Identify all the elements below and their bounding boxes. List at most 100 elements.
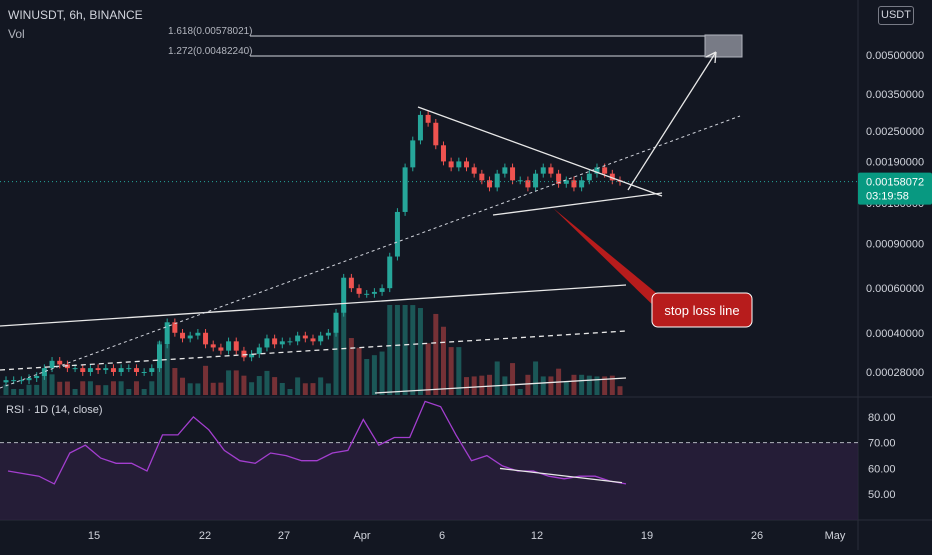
volume-bar — [348, 338, 354, 395]
triangle-upper-line — [417, 106, 663, 197]
candle-body — [272, 338, 278, 345]
volume-bar — [287, 389, 293, 395]
price-tag-countdown: 03:19:58 — [866, 191, 909, 203]
candle-body — [364, 293, 370, 295]
stop-loss-label: stop loss line — [664, 303, 739, 318]
volume-bar — [341, 305, 347, 395]
volume-bar — [295, 377, 301, 395]
volume-bar — [356, 347, 362, 395]
candle-body — [609, 173, 615, 181]
volume-bar — [264, 370, 270, 395]
volume-bar — [49, 374, 55, 395]
candle-body — [218, 347, 224, 351]
volume-bar — [141, 389, 147, 395]
volume-bar — [394, 305, 400, 395]
candle-body — [586, 173, 592, 181]
volume-bar — [318, 377, 324, 395]
volume-bar — [533, 361, 539, 395]
volume-bar — [425, 343, 431, 395]
price-tag-box — [858, 172, 932, 205]
volume-bar — [617, 386, 623, 395]
triangle-lower-line — [492, 192, 663, 216]
time-axis-label: 19 — [641, 530, 653, 542]
candle-body — [371, 291, 377, 294]
volume-bar — [80, 381, 86, 395]
candle-body — [256, 347, 262, 354]
candle-body — [579, 180, 585, 188]
candle-body — [141, 372, 147, 373]
volume-bar — [609, 375, 615, 395]
volume-bar — [64, 381, 70, 395]
volume-bar — [11, 389, 17, 395]
price-axis-label: 0.00190000 — [866, 156, 924, 168]
candle-body — [18, 380, 24, 382]
volume-bar — [203, 365, 209, 395]
volume-bar — [440, 326, 446, 395]
volume-bar — [34, 384, 40, 395]
candle-body — [226, 341, 232, 351]
volume-bar — [41, 373, 47, 395]
candle-body — [133, 368, 139, 372]
candle-body — [118, 368, 124, 372]
candle-body — [394, 211, 400, 257]
candle-body — [548, 167, 554, 174]
candle-body — [341, 277, 347, 313]
volume-bar — [310, 383, 316, 395]
rsi-axis-label: 80.00 — [868, 412, 896, 424]
candle-body — [333, 312, 339, 333]
volume-bar — [594, 376, 600, 395]
price-axis-label: 0.00040000 — [866, 328, 924, 340]
trend-line-upper — [0, 284, 627, 327]
time-axis-label: 27 — [278, 530, 290, 542]
rsi-divergence-line — [499, 467, 623, 484]
candle-body — [26, 378, 32, 381]
candle-body — [510, 167, 516, 181]
volume-bar — [379, 351, 385, 395]
volume-bar — [548, 376, 554, 395]
candle-body — [126, 368, 132, 370]
volume-bar — [18, 389, 24, 395]
volume-bar — [371, 355, 377, 395]
candle-body — [157, 344, 162, 369]
volume-bar — [164, 344, 170, 395]
candle-body — [103, 368, 109, 371]
volume-bar — [233, 370, 239, 395]
rsi-title[interactable]: RSI · 1D (14, close) — [6, 404, 103, 416]
candle-body — [533, 173, 539, 188]
candle-body — [563, 180, 569, 184]
rsi-axis-label: 70.00 — [868, 438, 896, 450]
fib-level-label: 1.272(0.00482240) — [168, 46, 253, 57]
candle-body — [517, 180, 523, 182]
volume-bar — [302, 383, 308, 395]
volume-bar — [487, 374, 493, 395]
price-tag-value: 0.00158072 — [866, 177, 924, 189]
candle-body — [295, 335, 301, 342]
volume-bar — [149, 381, 155, 395]
candle-body — [233, 341, 239, 351]
volume-bar — [272, 377, 278, 395]
symbol-title[interactable]: WINUSDT, 6h, BINANCE — [8, 8, 143, 22]
price-axis-label: 0.00500000 — [866, 50, 924, 62]
candle-body — [417, 114, 423, 141]
volume-bar — [118, 381, 124, 395]
price-axis-label: 0.00250000 — [866, 126, 924, 138]
currency-badge[interactable]: USDT — [878, 6, 914, 25]
target-box — [704, 34, 743, 58]
candle-body — [556, 173, 562, 184]
volume-bar — [479, 375, 485, 395]
candle-body — [72, 368, 78, 370]
volume-bar — [387, 305, 393, 395]
volume-bar — [195, 383, 201, 395]
volume-bar — [26, 384, 32, 395]
candle-body — [540, 167, 546, 174]
candle-body — [287, 341, 293, 343]
volume-bar — [87, 381, 93, 395]
volume-bar — [72, 389, 78, 395]
candle-body — [479, 173, 485, 181]
price-axis-label: 0.00060000 — [866, 283, 924, 295]
volume-bar — [517, 389, 523, 395]
volume-bar — [241, 375, 247, 395]
candle-body — [594, 167, 600, 174]
